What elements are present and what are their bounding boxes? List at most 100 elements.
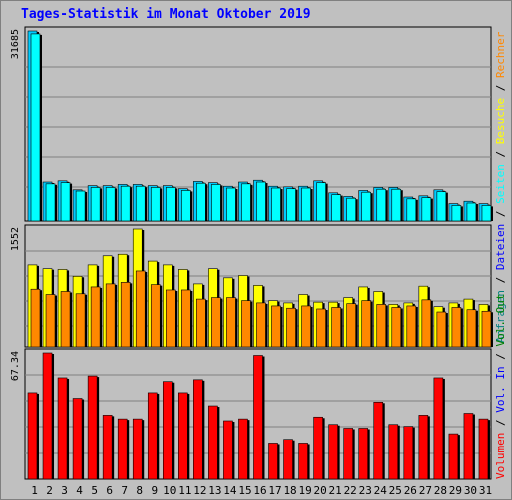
volume-bar <box>478 418 489 480</box>
hits-bar <box>316 182 326 222</box>
volume-bar <box>448 433 459 480</box>
volume-bar <box>403 426 414 480</box>
hits-bar <box>105 187 116 222</box>
hits-bar <box>196 182 206 222</box>
visits-bar <box>30 288 41 348</box>
legend-top-separator: / <box>494 144 507 164</box>
volume-bar <box>433 377 444 480</box>
day-label: 16 <box>253 484 266 497</box>
day-label: 10 <box>163 484 176 497</box>
volume-bar <box>72 398 83 480</box>
visits-bar <box>301 305 311 348</box>
day-label: 13 <box>208 484 221 497</box>
visits-bar <box>226 297 236 348</box>
visits-bar <box>241 300 251 348</box>
visits-bar <box>376 304 387 348</box>
volume-bar <box>343 428 353 480</box>
legend-top-item: Seiten <box>494 164 507 204</box>
day-label: 9 <box>151 484 158 497</box>
visits-bar <box>346 303 356 348</box>
legend-top-item: Anfragen <box>494 290 507 343</box>
hits-bar <box>436 191 447 222</box>
visits-bar <box>421 299 432 348</box>
visits-bar <box>196 298 206 348</box>
day-label: 12 <box>193 484 206 497</box>
hits-bar <box>150 187 161 222</box>
legend-top-separator: / <box>494 78 507 98</box>
volume-bar <box>193 379 203 480</box>
volume-bar <box>358 428 369 480</box>
volume-bar <box>102 415 113 480</box>
visits-bar <box>45 294 56 348</box>
visits-bar <box>105 283 116 348</box>
hits-bar <box>376 188 387 222</box>
day-label: 28 <box>434 484 447 497</box>
visits-bar <box>135 270 146 348</box>
day-label: 18 <box>283 484 296 497</box>
day-label: 8 <box>136 484 143 497</box>
hits-panel: 31685 <box>10 26 493 222</box>
day-label: 7 <box>121 484 128 497</box>
hits-bar <box>30 33 41 222</box>
legend-top-item: Dateien <box>494 224 507 270</box>
visits-bar <box>451 307 462 348</box>
legend-top-separator: / <box>494 270 507 290</box>
legend-top: Anfragen / Dateien / Seiten / Besuche / … <box>494 31 507 343</box>
day-label: 2 <box>46 484 53 497</box>
hits-bar <box>331 194 341 222</box>
visits-bar <box>75 293 86 348</box>
volume-bar <box>268 443 278 480</box>
day-label: 20 <box>314 484 327 497</box>
volume-bar <box>313 416 323 480</box>
volume-bar <box>463 413 474 480</box>
hits-ymax-label: 31685 <box>10 29 21 59</box>
visits-bar <box>286 307 296 348</box>
volume-bar <box>388 424 399 480</box>
visits-bar <box>406 305 417 348</box>
volume-bar <box>283 439 293 480</box>
legend-top-separator: / <box>494 204 507 224</box>
visits-bar <box>120 282 131 348</box>
hits-bar <box>346 197 356 222</box>
hits-bar <box>271 187 281 222</box>
hits-bar <box>421 197 432 222</box>
hits-bar <box>75 190 86 222</box>
hits-bar <box>406 198 417 222</box>
hits-bar <box>120 185 131 222</box>
day-label: 3 <box>61 484 68 497</box>
legend-bottom-separator: / <box>494 347 507 367</box>
visits-bar <box>90 286 101 348</box>
day-label: 27 <box>419 484 432 497</box>
hits-bar <box>451 205 462 222</box>
volume-bar <box>87 375 98 480</box>
legend-top-item: Besuche <box>494 98 507 144</box>
day-label: 19 <box>298 484 311 497</box>
hits-bar <box>361 191 372 222</box>
visits-bar <box>481 310 492 348</box>
hits-bar <box>181 190 191 222</box>
day-label: 11 <box>178 484 191 497</box>
legend-bottom-separator: / <box>494 413 507 433</box>
volume-bar <box>328 424 338 480</box>
day-label: 24 <box>374 484 388 497</box>
volume-bar <box>178 392 188 480</box>
visits-bar <box>466 309 477 348</box>
legend-bottom-item: Vol. Out <box>494 294 507 347</box>
volume-ymax-label: 67.34 <box>10 351 21 381</box>
hits-bar <box>165 187 176 222</box>
visits-bar <box>316 308 326 348</box>
visits-bar <box>361 300 372 348</box>
day-label: 15 <box>238 484 251 497</box>
hits-bar <box>226 187 236 222</box>
hits-bar <box>45 183 56 222</box>
legend-top-item: Rechner <box>494 31 507 78</box>
day-label: 25 <box>389 484 402 497</box>
day-label: 23 <box>359 484 372 497</box>
visits-bar <box>271 305 281 348</box>
day-label: 6 <box>106 484 113 497</box>
visits-bar <box>150 284 161 348</box>
volume-bar <box>208 405 218 480</box>
day-label: 14 <box>223 484 237 497</box>
volume-bar <box>253 355 263 480</box>
